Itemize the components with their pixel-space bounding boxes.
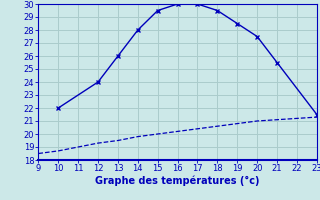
X-axis label: Graphe des températures (°c): Graphe des températures (°c)	[95, 176, 260, 186]
